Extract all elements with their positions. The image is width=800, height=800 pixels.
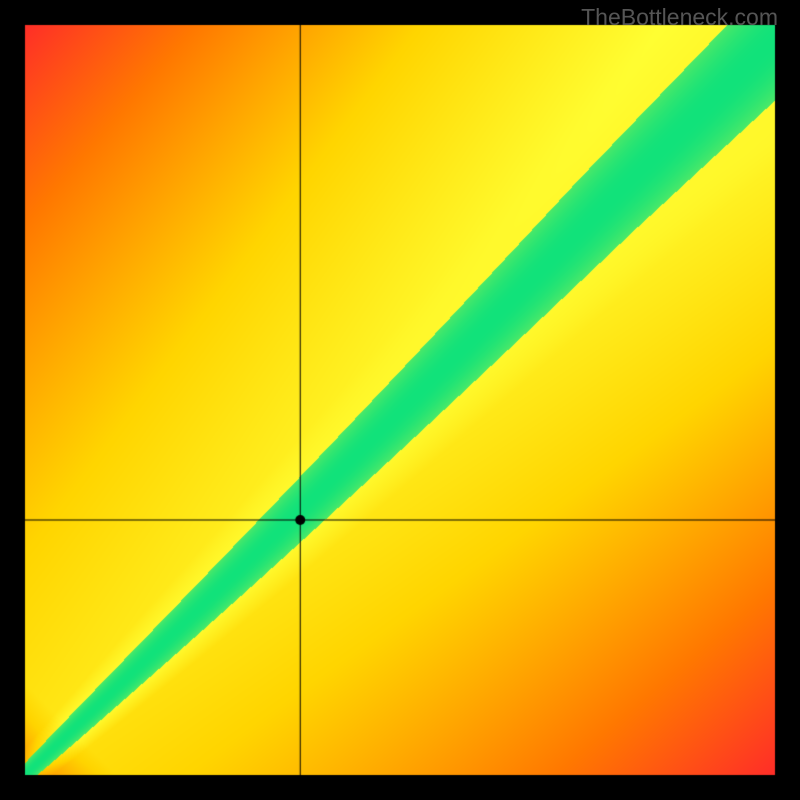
heatmap-canvas: [0, 0, 800, 800]
bottleneck-chart: TheBottleneck.com: [0, 0, 800, 800]
watermark-text: TheBottleneck.com: [581, 4, 778, 31]
